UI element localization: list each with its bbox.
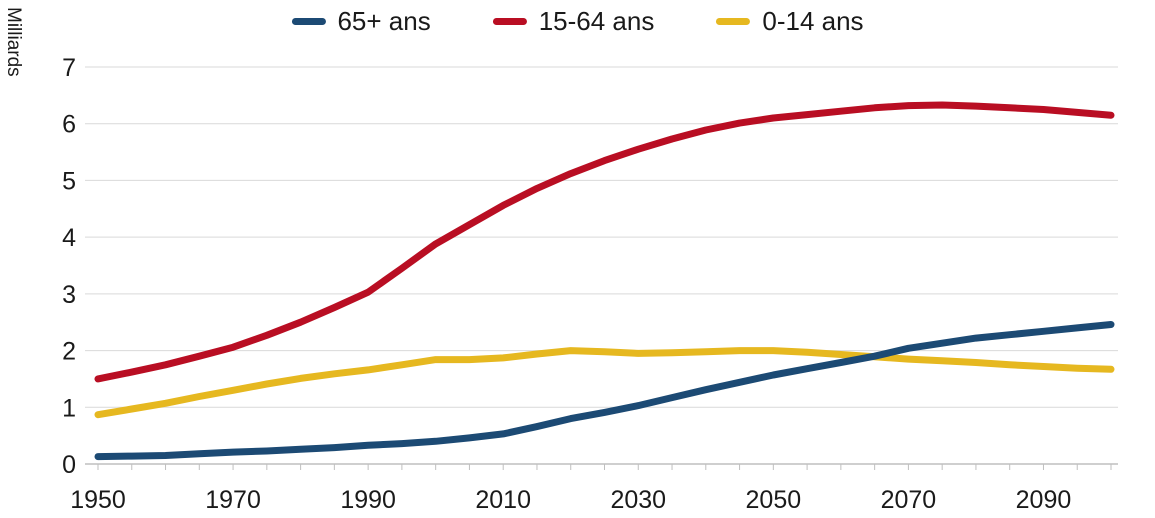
legend-item-0-14: 0-14 ans — [716, 6, 864, 36]
x-tick-label: 2070 — [881, 486, 937, 514]
x-tick-label: 1970 — [205, 486, 261, 514]
chart-legend: 65+ ans 15-64 ans 0-14 ans — [291, 0, 864, 42]
x-tick-label: 1950 — [70, 486, 126, 514]
legend-item-65-plus: 65+ ans — [291, 6, 431, 36]
x-tick-label: 1990 — [340, 486, 396, 514]
series-line-65-plus — [94, 321, 1115, 461]
y-tick-label: 5 — [62, 167, 76, 195]
legend-label-15-64: 15-64 ans — [538, 6, 655, 36]
y-tick-label: 7 — [62, 54, 76, 82]
series-line-15-64 — [94, 101, 1115, 383]
y-tick-label: 2 — [62, 338, 76, 366]
legend-label-65-plus: 65+ ans — [337, 6, 431, 36]
legend-swatch-65-plus-icon — [291, 17, 326, 25]
y-tick-label: 4 — [62, 224, 76, 252]
x-tick-label: 2050 — [746, 486, 802, 514]
series-line-0-14 — [94, 347, 1115, 419]
y-tick-label: 0 — [62, 451, 76, 479]
y-tick-label: 3 — [62, 281, 76, 309]
x-tick-label: 2030 — [610, 486, 666, 514]
x-tick-label: 2090 — [1016, 486, 1072, 514]
y-tick-label: 1 — [62, 394, 76, 422]
x-tick-label: 2010 — [475, 486, 531, 514]
legend-swatch-15-64-icon — [492, 17, 527, 25]
legend-swatch-0-14-icon — [716, 17, 751, 25]
legend-label-0-14: 0-14 ans — [762, 6, 864, 36]
y-tick-label: 6 — [62, 111, 76, 139]
y-axis-title: Milliards — [3, 7, 24, 77]
legend-item-15-64: 15-64 ans — [492, 6, 655, 36]
